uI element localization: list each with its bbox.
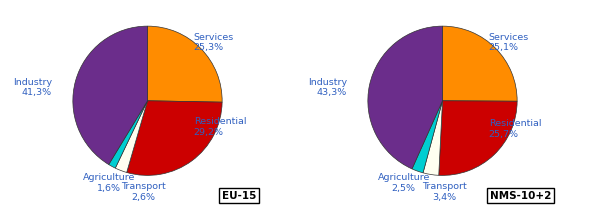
Wedge shape [412, 101, 442, 173]
Text: Transport
2,6%: Transport 2,6% [122, 182, 166, 201]
Wedge shape [127, 101, 222, 175]
Text: NMS-10+2: NMS-10+2 [490, 191, 551, 201]
Wedge shape [423, 101, 442, 175]
Text: Transport
3,4%: Transport 3,4% [422, 182, 466, 201]
Text: Agriculture
2,5%: Agriculture 2,5% [378, 173, 430, 192]
Wedge shape [148, 26, 222, 102]
Wedge shape [109, 101, 148, 168]
Wedge shape [442, 26, 517, 101]
Wedge shape [368, 26, 442, 169]
Text: Agriculture
1,6%: Agriculture 1,6% [83, 173, 135, 192]
Wedge shape [115, 101, 148, 172]
Text: Residential
29,2%: Residential 29,2% [194, 117, 246, 137]
Text: Industry
43,3%: Industry 43,3% [308, 78, 347, 97]
Wedge shape [73, 26, 148, 164]
Text: Residential
25,7%: Residential 25,7% [489, 119, 541, 139]
Text: Industry
41,3%: Industry 41,3% [13, 78, 52, 97]
Text: Services
25,3%: Services 25,3% [194, 33, 234, 52]
Text: EU-15: EU-15 [222, 191, 256, 201]
Wedge shape [439, 101, 517, 175]
Text: Services
25,1%: Services 25,1% [489, 33, 529, 52]
